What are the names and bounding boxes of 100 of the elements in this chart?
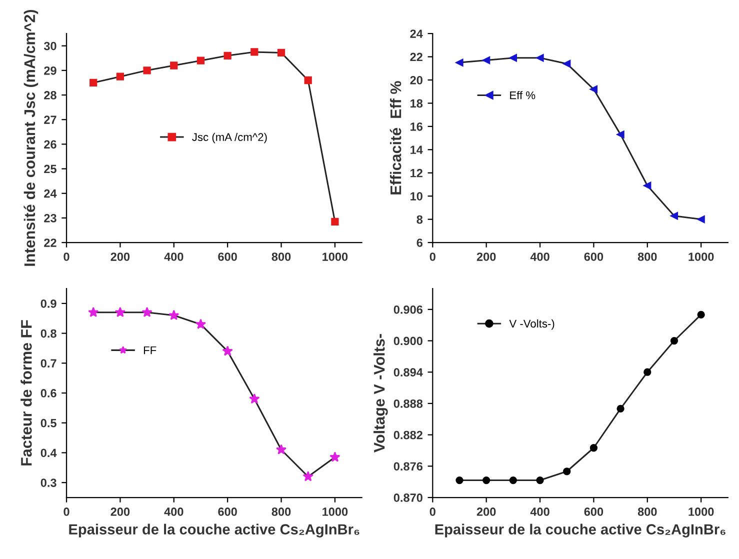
- y-tick-label: 23: [44, 214, 56, 222]
- y-tick-label: 0.876: [394, 462, 422, 471]
- y-tick-label: 14: [410, 146, 423, 154]
- y-tick-label: 0.894: [394, 368, 423, 377]
- y-tick-label: 12: [410, 168, 422, 178]
- x-tick-label: 200: [476, 508, 496, 516]
- point: [330, 452, 340, 462]
- y-tick-label: 0.6: [40, 389, 56, 398]
- y-tick-label: 0.8: [40, 329, 56, 338]
- x-tick-label: 1000: [688, 508, 714, 516]
- y-axis-title: Facteur de forme FF: [20, 320, 32, 466]
- y-tick-label: 0.900: [394, 336, 422, 346]
- x-tick-label: 400: [164, 508, 184, 516]
- legend-label: Jsc (mA /cm^2): [192, 132, 267, 144]
- y-tick-label: 0.9: [40, 299, 56, 308]
- x-tick-label: 400: [530, 508, 550, 516]
- x-tick-label: 1000: [322, 508, 348, 516]
- y-tick-label: 0.3: [40, 478, 56, 487]
- point: [509, 476, 517, 484]
- point: [170, 62, 178, 70]
- x-tick-label: 200: [476, 252, 496, 261]
- point: [88, 306, 99, 318]
- point: [509, 54, 517, 62]
- x-tick-label: 1000: [322, 252, 348, 261]
- x-tick-label: 600: [584, 508, 604, 516]
- point: [276, 444, 287, 454]
- x-tick-label: 0: [430, 508, 436, 516]
- y-tick-label: 24: [410, 30, 423, 38]
- y-tick-label: 0.4: [40, 448, 57, 458]
- point: [222, 346, 233, 356]
- point: [249, 393, 260, 404]
- y-tick-label: 0.882: [394, 430, 422, 440]
- point: [536, 476, 544, 484]
- x-tick-label: 1000: [688, 252, 714, 261]
- x-tick-label: 0: [430, 252, 436, 261]
- y-tick-label: 28: [44, 91, 56, 100]
- x-tick-label: 400: [530, 252, 550, 261]
- point: [168, 310, 180, 320]
- x-tick-label: 800: [638, 508, 657, 516]
- y-tick-label: 0.870: [394, 494, 422, 502]
- point: [482, 56, 490, 64]
- point: [195, 318, 206, 329]
- y-tick-label: 22: [410, 52, 422, 62]
- point: [196, 56, 205, 64]
- y-tick-label: 20: [410, 76, 422, 84]
- point: [590, 85, 598, 94]
- point: [616, 404, 624, 413]
- point: [304, 76, 312, 84]
- point: [697, 215, 705, 224]
- y-axis-title: Efficacité Eff %: [390, 81, 402, 194]
- x-tick-label: 0: [64, 252, 70, 261]
- point: [250, 48, 258, 56]
- point: [142, 306, 152, 318]
- point: [277, 48, 286, 57]
- y-tick-label: 0.7: [40, 359, 56, 368]
- point: [697, 310, 705, 318]
- y-tick-label: 22: [44, 238, 56, 247]
- point: [456, 476, 464, 484]
- y-axis-title: Intensité de courant Jsc (mA/cm^2): [24, 10, 38, 266]
- point: [456, 58, 464, 66]
- x-tick-label: 400: [164, 252, 184, 261]
- point: [116, 72, 124, 80]
- point: [143, 66, 151, 74]
- y-tick-label: 0.5: [40, 418, 56, 428]
- legend-label: V -Volts-): [509, 319, 554, 330]
- x-tick-label: 800: [638, 252, 657, 261]
- x-axis-title: Epaisseur de la couche active Cs₂AgInBr₆: [69, 524, 360, 538]
- y-tick-label: 24: [44, 189, 57, 198]
- point: [302, 471, 314, 482]
- y-tick-label: 18: [410, 99, 423, 108]
- point: [670, 336, 678, 345]
- point: [114, 306, 126, 318]
- y-tick-label: 30: [44, 42, 56, 50]
- y-tick-label: 27: [44, 116, 56, 124]
- x-axis-title: Epaisseur de la couche active Cs₂AgInBr₆: [435, 524, 726, 538]
- point: [644, 182, 652, 190]
- point: [644, 368, 652, 376]
- point: [616, 130, 624, 138]
- x-tick-label: 600: [218, 508, 237, 516]
- y-tick-label: 29: [44, 66, 56, 75]
- x-tick-label: 800: [272, 508, 291, 516]
- point: [563, 60, 571, 68]
- legend-label: FF: [144, 346, 156, 354]
- point: [331, 218, 339, 226]
- point: [590, 444, 598, 452]
- point: [563, 468, 571, 476]
- legend-label: Eff %: [510, 91, 536, 100]
- x-tick-label: 0: [64, 508, 70, 516]
- y-tick-label: 10: [410, 192, 422, 200]
- point: [224, 52, 232, 60]
- point: [670, 212, 678, 220]
- x-tick-label: 200: [110, 508, 130, 516]
- y-tick-label: 16: [410, 122, 422, 131]
- y-tick-label: 0.906: [394, 305, 422, 314]
- x-tick-label: 600: [218, 252, 237, 261]
- x-tick-label: 800: [272, 252, 291, 261]
- y-tick-label: 0.888: [394, 399, 423, 408]
- x-tick-label: 600: [584, 252, 604, 261]
- y-tick-label: 25: [44, 164, 56, 174]
- point: [482, 476, 490, 484]
